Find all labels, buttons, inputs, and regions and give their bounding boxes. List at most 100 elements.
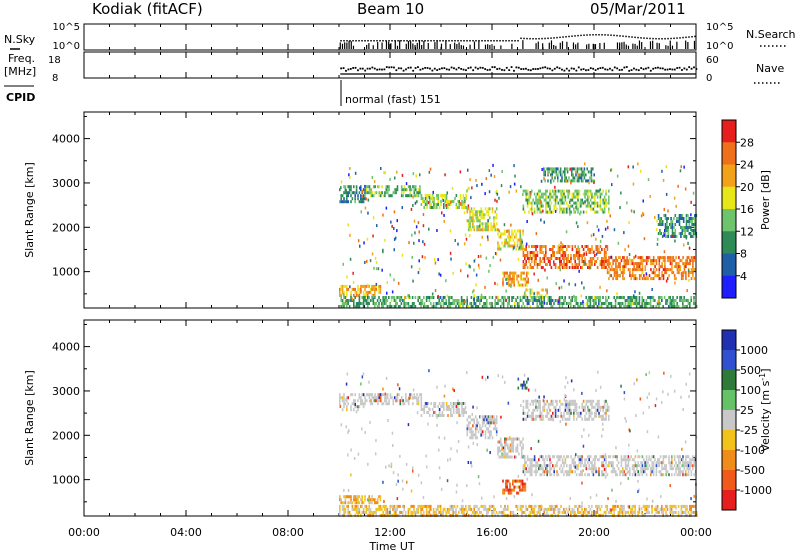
echo-cell bbox=[349, 233, 351, 237]
echo-cell bbox=[526, 220, 528, 223]
echo-cell bbox=[563, 254, 565, 257]
echo-cell bbox=[529, 461, 532, 465]
echo-cell bbox=[605, 204, 607, 208]
echo-cell bbox=[368, 393, 371, 397]
echo-cell bbox=[620, 302, 622, 305]
echo-cell bbox=[393, 510, 396, 514]
echo-cell bbox=[516, 504, 519, 508]
echo-cell bbox=[661, 169, 663, 173]
nsearch-dot bbox=[607, 34, 609, 36]
echo-cell bbox=[645, 461, 648, 465]
echo-cell bbox=[403, 185, 406, 189]
echo-cell bbox=[542, 204, 544, 208]
echo-cell bbox=[691, 217, 693, 220]
echo-cell bbox=[584, 417, 586, 421]
echo-cell bbox=[349, 176, 351, 179]
echo-cell bbox=[595, 192, 597, 196]
echo-cell bbox=[540, 179, 543, 183]
echo-cell bbox=[519, 274, 521, 278]
echo-cell bbox=[420, 510, 422, 514]
echo-cell bbox=[341, 287, 344, 291]
echo-cell bbox=[634, 473, 637, 477]
echo-cell bbox=[350, 200, 352, 204]
echo-cell bbox=[550, 257, 553, 260]
echo-cell bbox=[557, 179, 559, 183]
echo-cell bbox=[638, 473, 641, 477]
echo-cell bbox=[450, 414, 452, 417]
echo-cell bbox=[647, 467, 649, 471]
echo-cell bbox=[444, 194, 446, 197]
nsearch-dot bbox=[421, 40, 423, 42]
echo-cell bbox=[576, 167, 579, 171]
echo-cell bbox=[670, 217, 672, 220]
echo-cell bbox=[511, 235, 513, 239]
echo-cell bbox=[564, 417, 567, 421]
echo-cell bbox=[623, 507, 625, 511]
freq-trace bbox=[83, 52, 698, 78]
echo-cell bbox=[487, 210, 490, 214]
echo-cell bbox=[474, 433, 477, 437]
echo-cell bbox=[473, 259, 476, 263]
echo-cell bbox=[610, 461, 613, 465]
echo-cell bbox=[550, 192, 553, 196]
echo-cell bbox=[560, 263, 562, 266]
echo-cell bbox=[491, 305, 494, 308]
echo-cell bbox=[585, 411, 588, 415]
echo-cell bbox=[474, 430, 477, 434]
echo-cell bbox=[543, 507, 545, 511]
echo-cell bbox=[533, 251, 536, 254]
echo-cell bbox=[603, 464, 606, 468]
echo-cell bbox=[543, 192, 546, 196]
echo-cell bbox=[589, 467, 592, 471]
echo-cell bbox=[441, 194, 444, 197]
echo-cell bbox=[372, 216, 375, 220]
echo-cell bbox=[530, 504, 533, 508]
echo-cell bbox=[686, 461, 688, 465]
echo-cell bbox=[493, 421, 495, 425]
freq-dot bbox=[616, 67, 619, 70]
echo-cell bbox=[470, 207, 473, 211]
freq-dot bbox=[681, 69, 683, 71]
echo-cell bbox=[689, 232, 692, 235]
echo-cell bbox=[362, 393, 365, 397]
echo-cell bbox=[511, 244, 513, 248]
echo-cell bbox=[497, 244, 499, 248]
echo-cell bbox=[536, 204, 539, 208]
echo-cell bbox=[406, 302, 408, 305]
echo-cell bbox=[340, 186, 342, 190]
echo-cell bbox=[350, 299, 352, 302]
echo-cell bbox=[641, 455, 644, 459]
nsearch-dot bbox=[424, 40, 426, 42]
echo-cell bbox=[542, 417, 544, 421]
echo-cell bbox=[396, 302, 398, 305]
echo-cell bbox=[568, 408, 571, 412]
nsearch-dot bbox=[577, 34, 579, 37]
echo-cell bbox=[504, 507, 506, 511]
echo-cell bbox=[339, 393, 341, 397]
echo-cell bbox=[685, 214, 688, 217]
echo-cell bbox=[619, 507, 621, 511]
echo-cell bbox=[403, 302, 405, 305]
echo-cell bbox=[347, 223, 349, 227]
freq-dot bbox=[357, 69, 359, 72]
nsearch-dot bbox=[667, 37, 669, 40]
echo-cell bbox=[571, 167, 573, 171]
echo-cell bbox=[539, 257, 541, 260]
echo-cell bbox=[603, 195, 606, 199]
echo-cell bbox=[617, 241, 620, 245]
echo-cell bbox=[626, 256, 628, 260]
echo-cell bbox=[462, 200, 465, 204]
echo-cell bbox=[550, 167, 552, 171]
echo-cell bbox=[371, 510, 373, 514]
echo-cell bbox=[599, 405, 602, 409]
echo-cell bbox=[393, 237, 396, 241]
echo-cell bbox=[602, 210, 604, 214]
echo-cell bbox=[561, 263, 564, 266]
echo-cell bbox=[680, 217, 682, 220]
echo-cell bbox=[591, 405, 593, 409]
echo-cell bbox=[638, 455, 641, 459]
echo-cell bbox=[557, 189, 560, 193]
echo-cell bbox=[582, 192, 585, 196]
echo-cell bbox=[458, 510, 460, 514]
echo-cell bbox=[530, 507, 533, 511]
